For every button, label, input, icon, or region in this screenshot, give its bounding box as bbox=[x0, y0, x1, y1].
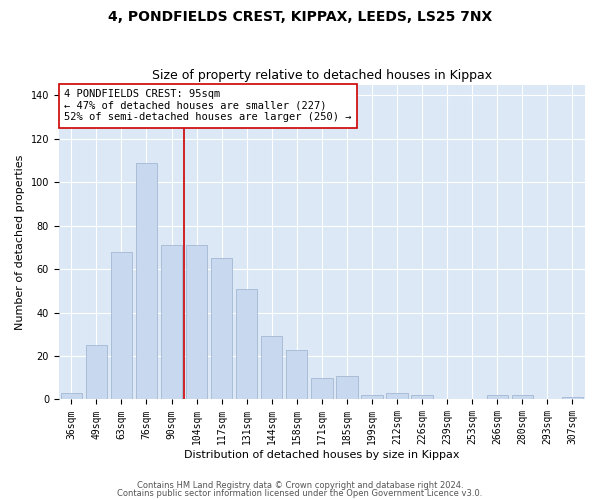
Text: 4, PONDFIELDS CREST, KIPPAX, LEEDS, LS25 7NX: 4, PONDFIELDS CREST, KIPPAX, LEEDS, LS25… bbox=[108, 10, 492, 24]
Text: 4 PONDFIELDS CREST: 95sqm
← 47% of detached houses are smaller (227)
52% of semi: 4 PONDFIELDS CREST: 95sqm ← 47% of detac… bbox=[64, 90, 352, 122]
Bar bbox=[261, 336, 283, 400]
Text: Contains HM Land Registry data © Crown copyright and database right 2024.: Contains HM Land Registry data © Crown c… bbox=[137, 481, 463, 490]
Bar bbox=[86, 345, 107, 400]
Bar bbox=[211, 258, 232, 400]
Bar bbox=[61, 393, 82, 400]
Bar bbox=[186, 246, 207, 400]
Bar bbox=[487, 395, 508, 400]
Bar bbox=[361, 395, 383, 400]
X-axis label: Distribution of detached houses by size in Kippax: Distribution of detached houses by size … bbox=[184, 450, 460, 460]
Y-axis label: Number of detached properties: Number of detached properties bbox=[15, 154, 25, 330]
Title: Size of property relative to detached houses in Kippax: Size of property relative to detached ho… bbox=[152, 69, 492, 82]
Bar bbox=[286, 350, 307, 400]
Bar bbox=[336, 376, 358, 400]
Bar bbox=[161, 246, 182, 400]
Bar bbox=[562, 398, 583, 400]
Bar bbox=[386, 393, 408, 400]
Bar bbox=[512, 395, 533, 400]
Bar bbox=[311, 378, 332, 400]
Bar bbox=[136, 162, 157, 400]
Bar bbox=[236, 288, 257, 400]
Bar bbox=[111, 252, 132, 400]
Bar bbox=[412, 395, 433, 400]
Text: Contains public sector information licensed under the Open Government Licence v3: Contains public sector information licen… bbox=[118, 488, 482, 498]
